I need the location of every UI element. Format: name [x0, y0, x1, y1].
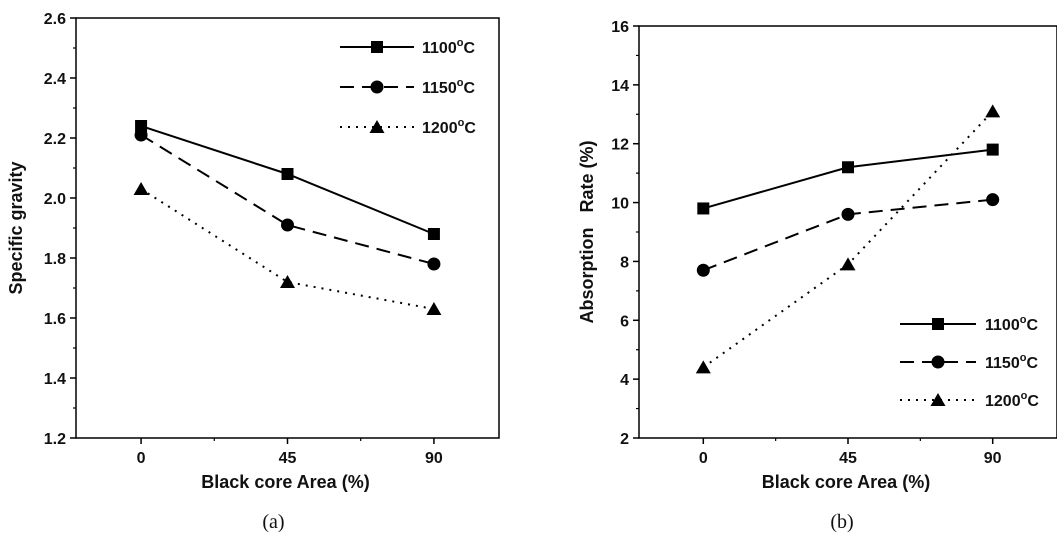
legend-label-1150: 1150oC	[985, 352, 1038, 372]
data-point-1100-0	[697, 202, 710, 215]
data-point-1200-90	[426, 302, 442, 315]
data-point-1100-45	[842, 161, 854, 174]
y-tick-label: 6	[620, 313, 629, 330]
data-point-1200-45	[280, 275, 295, 288]
x-tick-label: 0	[699, 450, 708, 467]
y-tick-label: 2.0	[44, 191, 66, 208]
legend-marker-1150	[370, 80, 384, 94]
x-tick-label: 90	[425, 450, 443, 467]
legend: 1100oC 1150oC 1200oC	[900, 314, 1039, 410]
data-point-1150-90	[986, 193, 1000, 207]
data-point-1100-90	[986, 143, 999, 156]
chart-panel-2: 2 4 6 8 10 12 14 16 0 45 90 Black core Area (%) Abso…	[577, 19, 1057, 533]
y-tick-label: 4	[620, 372, 629, 389]
y-tick-label: 2	[620, 431, 629, 448]
y-tick-label: 16	[611, 19, 629, 36]
y-tick-label: 2.2	[44, 131, 66, 148]
y-tick-label: 14	[611, 78, 629, 95]
y-tick-label: 10	[611, 196, 629, 213]
data-point-1150-45	[281, 218, 294, 232]
legend-label-1150: 1150oC	[422, 77, 475, 97]
legend-marker-1100	[932, 318, 944, 330]
x-axis-label: Black core Area (%)	[762, 472, 930, 492]
chart-panel-1: 1.2 1.4 1.6 1.8 2.0 2.2 2.4 2.6 0 45 90 Black core …	[6, 11, 500, 533]
y-tick-label: 1.6	[44, 311, 66, 328]
y-tick-label: 1.4	[44, 371, 66, 388]
series-line-1200	[702, 110, 994, 369]
data-point-1200-0	[695, 360, 711, 374]
y-tick-label: 2.6	[44, 11, 66, 28]
legend-marker-1200	[369, 120, 385, 133]
x-tick-label: 0	[137, 450, 146, 467]
panel-label: (a)	[262, 511, 284, 533]
data-point-1200-45	[840, 257, 856, 271]
x-tick-label: 45	[839, 450, 857, 467]
legend-label-1100: 1100oC	[422, 37, 475, 57]
y-tick-label: 1.2	[44, 431, 66, 448]
panel-label: (b)	[830, 511, 853, 533]
data-point-1150-0	[134, 128, 148, 142]
y-tick-label: 8	[620, 254, 629, 271]
y-tick-label: 12	[611, 137, 629, 154]
data-point-1150-45	[841, 207, 855, 221]
data-point-1150-0	[696, 263, 710, 277]
legend-marker-1200	[930, 393, 946, 406]
x-tick-label: 90	[984, 450, 1002, 467]
legend-label-1100: 1100oC	[985, 314, 1038, 334]
legend-label-1200: 1200oC	[985, 390, 1039, 410]
legend-label-1200: 1200oC	[422, 117, 476, 137]
data-point-1100-45	[281, 168, 294, 180]
y-tick-label: 1.8	[44, 251, 66, 268]
legend-marker-1100	[371, 41, 383, 53]
data-point-1150-90	[427, 257, 441, 271]
data-point-1200-90	[985, 104, 1001, 118]
plot-frame	[638, 25, 1057, 439]
data-point-1100-0	[135, 120, 148, 132]
series-line-1100	[703, 148, 993, 210]
data-point-1200-0	[133, 182, 149, 195]
legend-marker-1150	[931, 355, 945, 369]
series-line-1200	[140, 188, 435, 310]
y-axis-label: Specific gravity	[6, 161, 26, 294]
series-line-1150	[140, 134, 435, 265]
legend: 1100oC 1150oC 1200oC	[340, 37, 476, 137]
data-point-1100-90	[427, 228, 440, 240]
x-tick-label: 45	[279, 450, 297, 467]
y-tick-label: 2.4	[44, 71, 66, 88]
y-axis-label: Absorption Rate (%)	[577, 140, 597, 323]
x-axis-label: Black core Area (%)	[201, 472, 369, 492]
